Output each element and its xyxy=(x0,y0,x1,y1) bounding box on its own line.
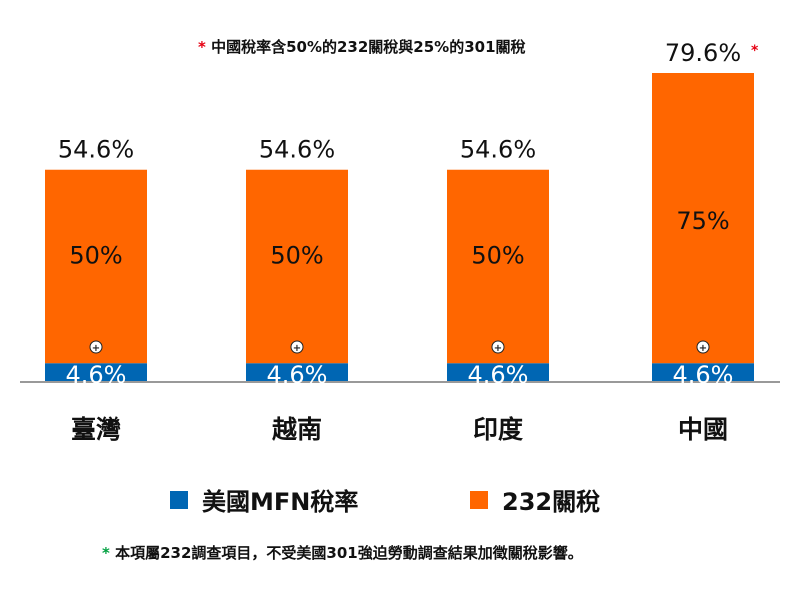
s232-value-label-2: 50% xyxy=(471,242,524,270)
total-label-0: 54.6% xyxy=(58,136,134,164)
top-note-star: * xyxy=(198,38,206,56)
category-label-2: 印度 xyxy=(473,415,523,444)
s232-value-label-3: 75% xyxy=(676,207,729,235)
legend-label-mfn: 美國MFN稅率 xyxy=(202,488,359,516)
top-note-text: 中國稅率含50%的232關稅與25%的301關稅 xyxy=(211,38,526,56)
bottom-note-star: * xyxy=(102,544,110,562)
category-label-3: 中國 xyxy=(678,415,728,444)
bar-232-0 xyxy=(45,169,147,364)
bar-232-2 xyxy=(447,169,549,364)
bar-232-3 xyxy=(652,73,754,364)
bar-mfn-1 xyxy=(246,363,348,381)
mfn-value-label-1: 4.6% xyxy=(267,361,328,389)
legend-swatch-mfn xyxy=(170,490,188,509)
plus-circle-3 xyxy=(696,340,710,354)
s232-value-label-1: 50% xyxy=(270,242,323,270)
total-label-1: 54.6% xyxy=(259,136,335,164)
plus-sign-0: + xyxy=(92,343,100,354)
bar-mfn-2 xyxy=(447,363,549,381)
mfn-value-label-2: 4.6% xyxy=(468,361,529,389)
category-label-1: 越南 xyxy=(272,415,322,444)
plus-circle-0 xyxy=(89,340,103,354)
plus-sign-1: + xyxy=(293,343,301,354)
bar-mfn-0 xyxy=(45,363,147,381)
plus-circle-2 xyxy=(491,340,505,354)
plus-circle-1 xyxy=(290,340,304,354)
mfn-value-label-3: 4.6% xyxy=(673,361,734,389)
bottom-note: * 本項屬232調查項目，不受美國301強迫勞動調查結果加徵關稅影響。 xyxy=(102,542,583,563)
top-note: * 中國稅率含50%的232關稅與25%的301關稅 xyxy=(198,36,526,57)
plus-sign-2: + xyxy=(494,343,502,354)
legend-item-mfn: 美國MFN稅率 xyxy=(170,482,358,517)
total-annotation-3: * xyxy=(751,43,759,59)
total-label-2: 54.6% xyxy=(460,136,536,164)
bar-232-1 xyxy=(246,169,348,364)
legend-label-232: 232關稅 xyxy=(502,488,601,516)
bottom-note-text: 本項屬232調查項目，不受美國301強迫勞動調查結果加徵關稅影響。 xyxy=(115,544,583,562)
plus-sign-3: + xyxy=(699,343,707,354)
mfn-value-label-0: 4.6% xyxy=(66,361,127,389)
legend-swatch-232 xyxy=(470,490,488,509)
s232-value-label-0: 50% xyxy=(69,242,122,270)
legend-item-232: 232關稅 xyxy=(470,482,600,517)
total-label-3: 79.6% xyxy=(665,39,741,67)
bar-mfn-3 xyxy=(652,363,754,381)
category-label-0: 臺灣 xyxy=(71,415,121,444)
